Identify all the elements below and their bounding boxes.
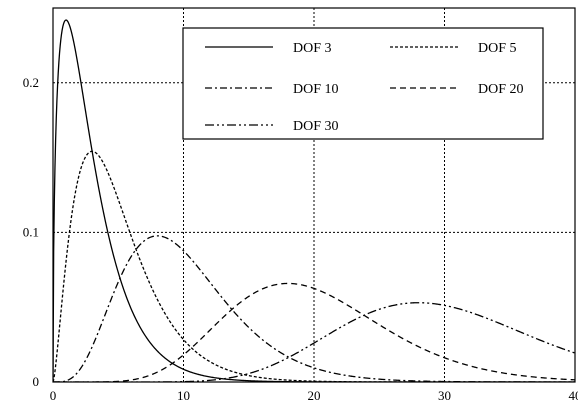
legend-label-dof-30: DOF 30 — [293, 119, 339, 134]
x-tick-label: 0 — [50, 388, 57, 403]
series-line-dof-5 — [53, 150, 575, 382]
x-tick-label: 40 — [569, 388, 578, 403]
tick-labels: 0 10 20 30 40 0 0.1 0.2 — [23, 75, 578, 403]
y-tick-label: 0.1 — [23, 224, 39, 239]
legend-box — [182, 27, 544, 140]
y-tick-label: 0.2 — [23, 75, 39, 90]
series-line-dof-30 — [53, 302, 575, 382]
legend-label-dof-5: DOF 5 — [478, 41, 517, 56]
legend-label-dof-10: DOF 10 — [293, 82, 339, 97]
x-tick-label: 30 — [438, 388, 451, 403]
y-tick-label: 0 — [33, 374, 40, 389]
legend-label-dof-3: DOF 3 — [293, 41, 332, 56]
x-tick-label: 10 — [177, 388, 190, 403]
legend: DOF 3 DOF 5 DOF 10 DOF 20 DOF 30 — [182, 27, 544, 140]
legend-label-dof-20: DOF 20 — [478, 82, 524, 97]
plot-frame — [52, 7, 576, 383]
series-line-dof-20 — [53, 282, 575, 382]
x-tick-label: 20 — [308, 388, 321, 403]
